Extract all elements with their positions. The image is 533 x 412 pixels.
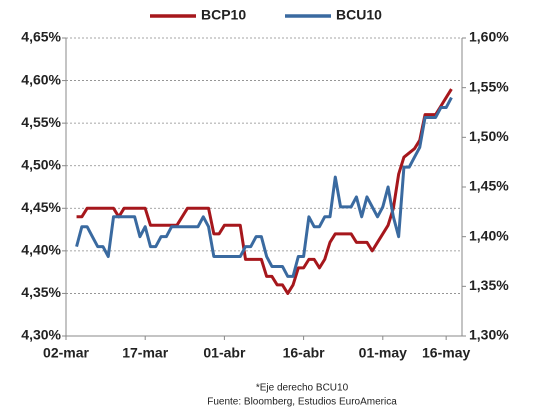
y-tick-label: 4,30% bbox=[21, 327, 61, 343]
y-tick-label: 4,60% bbox=[21, 71, 61, 87]
y2-tick-label: 1,60% bbox=[469, 29, 509, 45]
x-tick-label: 16-abr bbox=[283, 345, 326, 361]
y2-tick-label: 1,35% bbox=[469, 277, 509, 293]
y-tick-label: 4,40% bbox=[21, 242, 61, 258]
y-tick-label: 4,50% bbox=[21, 156, 61, 172]
y2-tick-label: 1,55% bbox=[469, 78, 509, 94]
x-tick-label: 01-may bbox=[359, 345, 407, 361]
legend-label: BCP10 bbox=[201, 7, 246, 23]
y2-tick-label: 1,30% bbox=[469, 327, 509, 343]
x-tick-label: 17-mar bbox=[122, 345, 168, 361]
y2-tick-label: 1,50% bbox=[469, 128, 509, 144]
y-tick-label: 4,55% bbox=[21, 114, 61, 130]
x-tick-label: 01-abr bbox=[203, 345, 246, 361]
note: *Eje derecho BCU10 bbox=[256, 383, 349, 394]
line-series bbox=[76, 88, 453, 295]
y-tick-label: 4,35% bbox=[21, 284, 61, 300]
y2-tick-label: 1,45% bbox=[469, 178, 509, 194]
note: Fuente: Bloomberg, Estudios EuroAmerica bbox=[207, 397, 397, 408]
legend-label: BCU10 bbox=[336, 7, 382, 23]
line-series bbox=[75, 96, 453, 278]
x-tick-label: 16-may bbox=[422, 345, 470, 361]
x-tick-label: 02-mar bbox=[43, 345, 89, 361]
y-tick-label: 4,65% bbox=[21, 29, 61, 45]
y-tick-label: 4,45% bbox=[21, 199, 61, 215]
y2-tick-label: 1,40% bbox=[469, 227, 509, 243]
